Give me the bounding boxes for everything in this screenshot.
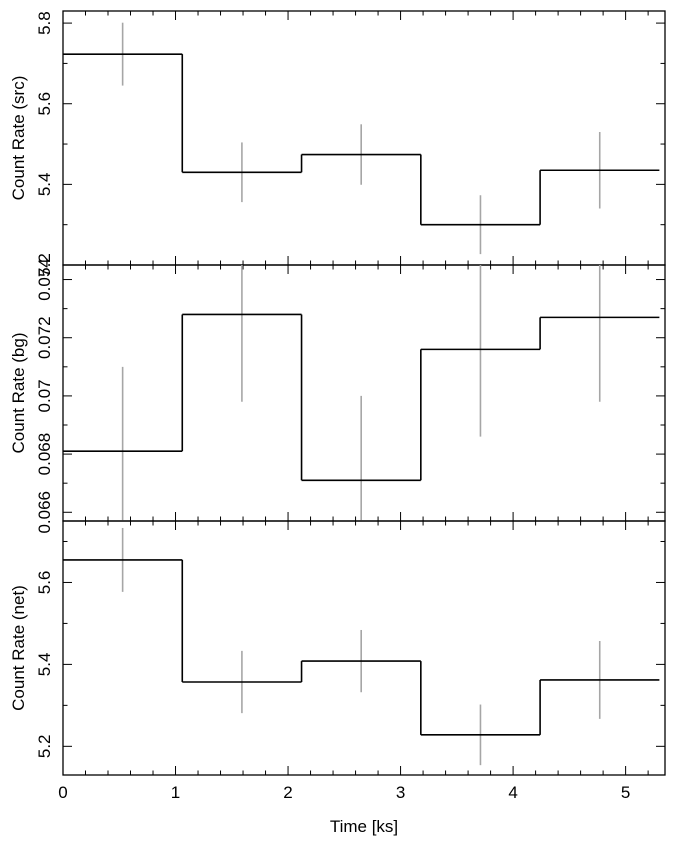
x-tick-label: 4 — [508, 783, 517, 802]
x-tick-label: 5 — [621, 783, 630, 802]
panel-middle-frame — [62, 264, 666, 522]
x-axis-label: Time [ks] — [330, 817, 398, 836]
panel-middle-y-tick-label: 0.072 — [35, 316, 54, 359]
panel-top-y-tick-label: 5.2 — [35, 253, 54, 277]
panel-middle-y-tick-label: 0.07 — [35, 379, 54, 412]
x-tick-label: 0 — [58, 783, 67, 802]
panel-top-frame — [62, 10, 666, 266]
panel-bottom-y-tick-label: 5.6 — [35, 571, 54, 595]
panel-middle-y-axis-label: Count Rate (bg) — [9, 333, 28, 454]
panel-top-y-tick-label: 5.4 — [35, 173, 54, 197]
panel-top-y-axis-label: Count Rate (src) — [9, 76, 28, 201]
panel-bottom-frame — [62, 520, 666, 776]
panel-bottom-y-tick-label: 5.4 — [35, 653, 54, 677]
panel-bottom-y-axis-label: Count Rate (net) — [9, 585, 28, 711]
panel-bottom-y-tick-label: 5.2 — [35, 735, 54, 759]
panel-top-y-tick-label: 5.8 — [35, 11, 54, 35]
panel-middle-y-tick-label: 0.066 — [35, 491, 54, 534]
panel-top-y-tick-label: 5.6 — [35, 92, 54, 116]
panel-middle-y-tick-label: 0.068 — [35, 433, 54, 476]
panel-middle-y-tick-label: 0.074 — [35, 258, 54, 301]
x-tick-label: 3 — [396, 783, 405, 802]
x-tick-label: 2 — [283, 783, 292, 802]
x-tick-label: 1 — [171, 783, 180, 802]
